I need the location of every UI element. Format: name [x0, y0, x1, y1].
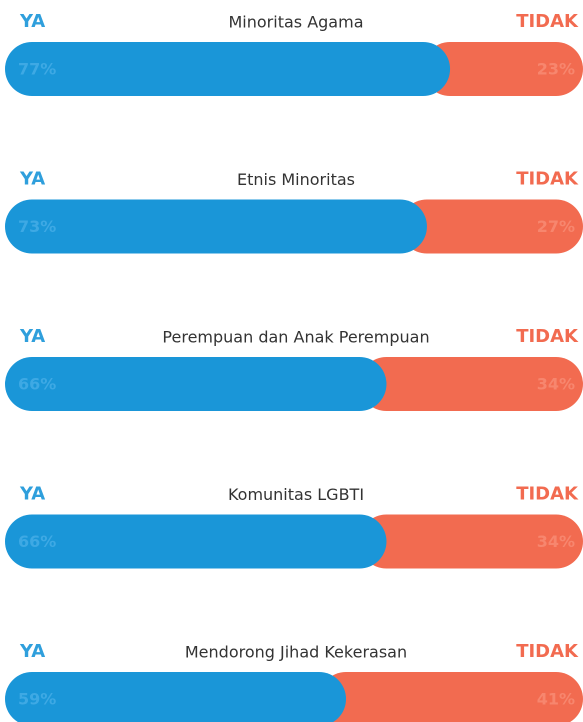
- legend-ya: YA: [19, 641, 45, 662]
- legend-tidak: TIDAK: [516, 169, 579, 190]
- value-label-tidak: 34%: [537, 375, 575, 394]
- category-title: Perempuan dan Anak Perempuan: [162, 328, 429, 347]
- value-label-ya: 66%: [18, 375, 56, 394]
- value-label-ya: 73%: [18, 217, 56, 236]
- bar-tidak: [399, 199, 583, 254]
- value-label-tidak: 23%: [537, 60, 575, 79]
- value-label-tidak: 27%: [537, 217, 575, 236]
- bar-tidak: [319, 672, 583, 722]
- bar-tidak: [423, 42, 583, 96]
- legend-ya: YA: [19, 326, 45, 347]
- legend-tidak: TIDAK: [516, 484, 579, 505]
- legend-tidak: TIDAK: [516, 641, 579, 662]
- bar-ya: [5, 357, 387, 411]
- legend-ya: YA: [19, 484, 45, 505]
- legend-tidak: TIDAK: [516, 326, 579, 347]
- value-label-ya: 66%: [18, 532, 56, 551]
- bar-ya: [5, 672, 347, 722]
- category-title: Minoritas Agama: [229, 13, 364, 32]
- value-label-tidak: 41%: [537, 690, 575, 709]
- bar-ya: [5, 199, 427, 254]
- value-label-tidak: 34%: [537, 532, 575, 551]
- legend-ya: YA: [19, 11, 45, 32]
- category-title: Komunitas LGBTI: [228, 485, 364, 504]
- bar-tidak: [359, 514, 583, 569]
- value-label-ya: 77%: [18, 60, 56, 79]
- category-title: Mendorong Jihad Kekerasan: [185, 643, 407, 662]
- bar-ya: [5, 514, 387, 569]
- legend-ya: YA: [19, 169, 45, 190]
- bar-ya: [5, 42, 451, 96]
- legend-tidak: TIDAK: [516, 11, 579, 32]
- bar-tidak: [359, 357, 583, 411]
- value-label-ya: 59%: [18, 690, 56, 709]
- category-title: Etnis Minoritas: [237, 170, 355, 189]
